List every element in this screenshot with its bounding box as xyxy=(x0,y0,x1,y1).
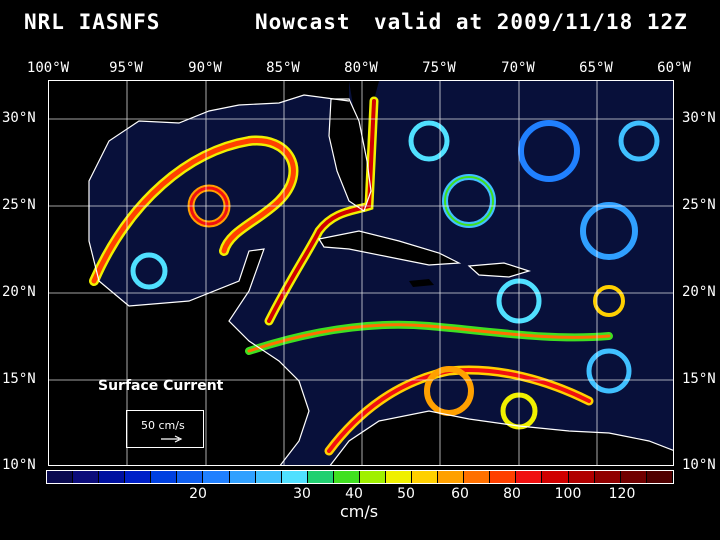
lat-label-20n-right: 20°N xyxy=(682,284,716,300)
lat-label-20n-left: 20°N xyxy=(2,284,36,300)
valid-time: valid at 2009/11/18 12Z xyxy=(374,10,688,34)
colorbar-swatch xyxy=(646,471,673,483)
lon-label-80w: 80°W xyxy=(344,60,378,76)
legend-title: Surface Current xyxy=(98,378,224,394)
map-title: NRL IASNFS Nowcast valid at 2009/11/18 1… xyxy=(0,10,720,36)
graticule xyxy=(49,81,673,465)
colorbar-swatch xyxy=(438,471,465,483)
colorbar-swatch xyxy=(568,471,595,483)
colorbar-label-100: 100 xyxy=(554,486,582,502)
colorbar-swatch xyxy=(229,471,256,483)
lon-label-100w: 100°W xyxy=(26,60,70,76)
colorbar-swatch xyxy=(99,471,126,483)
colorbar-swatch xyxy=(386,471,413,483)
colorbar-swatch xyxy=(47,471,74,483)
colorbar-swatch xyxy=(542,471,569,483)
colorbar xyxy=(46,470,674,484)
current-map xyxy=(48,80,674,466)
lon-label-95w: 95°W xyxy=(109,60,143,76)
lon-label-60w: 60°W xyxy=(657,60,691,76)
lat-label-25n-left: 25°N xyxy=(2,197,36,213)
colorbar-label-30: 30 xyxy=(293,486,311,502)
lon-label-75w: 75°W xyxy=(422,60,456,76)
southamerica-land xyxy=(330,411,673,465)
lat-label-25n-right: 25°N xyxy=(682,197,716,213)
colorbar-swatch xyxy=(359,471,387,483)
colorbar-swatch xyxy=(203,471,230,483)
product-name: NRL IASNFS xyxy=(24,10,161,34)
lat-label-10n-right: 10°N xyxy=(682,457,716,473)
lat-label-15n-left: 15°N xyxy=(2,371,36,387)
colorbar-label-20: 20 xyxy=(189,486,207,502)
lat-label-10n-left: 10°N xyxy=(2,457,36,473)
lon-label-85w: 85°W xyxy=(266,60,300,76)
colorbar-swatch xyxy=(333,471,360,483)
colorbar-swatch xyxy=(490,471,517,483)
colorbar-units: cm/s xyxy=(340,502,379,521)
colorbar-label-50: 50 xyxy=(397,486,415,502)
jamaica-land xyxy=(409,279,434,287)
forecast-type: Nowcast xyxy=(255,10,351,34)
colorbar-swatch xyxy=(255,471,282,483)
colorbar-swatch xyxy=(516,471,543,483)
colorbar-label-120: 120 xyxy=(608,486,636,502)
colorbar-label-40: 40 xyxy=(345,486,363,502)
colorbar-swatch xyxy=(307,471,334,483)
mexico-usa-land xyxy=(49,81,349,465)
lon-label-65w: 65°W xyxy=(579,60,613,76)
colorbar-swatch xyxy=(412,471,439,483)
colorbar-label-80: 80 xyxy=(503,486,521,502)
colorbar-swatch xyxy=(594,471,621,483)
lon-label-90w: 90°W xyxy=(188,60,222,76)
colorbar-label-60: 60 xyxy=(451,486,469,502)
lat-label-15n-right: 15°N xyxy=(682,371,716,387)
colorbar-swatch xyxy=(151,471,178,483)
colorbar-swatch xyxy=(125,471,152,483)
lat-label-30n-right: 30°N xyxy=(682,110,716,126)
florida-land xyxy=(329,99,371,211)
colorbar-swatch xyxy=(281,471,308,483)
colorbar-swatch xyxy=(177,471,204,483)
colorbar-swatch xyxy=(464,471,491,483)
vector-arrow-icon xyxy=(161,435,183,443)
lon-label-70w: 70°W xyxy=(501,60,535,76)
reference-vector-box: 50 cm/s xyxy=(126,410,204,448)
current-field xyxy=(49,81,673,465)
colorbar-swatch xyxy=(620,471,647,483)
reference-vector-label: 50 cm/s xyxy=(141,419,185,432)
lat-label-30n-left: 30°N xyxy=(2,110,36,126)
cuba-land xyxy=(319,231,459,265)
colorbar-swatch xyxy=(73,471,100,483)
